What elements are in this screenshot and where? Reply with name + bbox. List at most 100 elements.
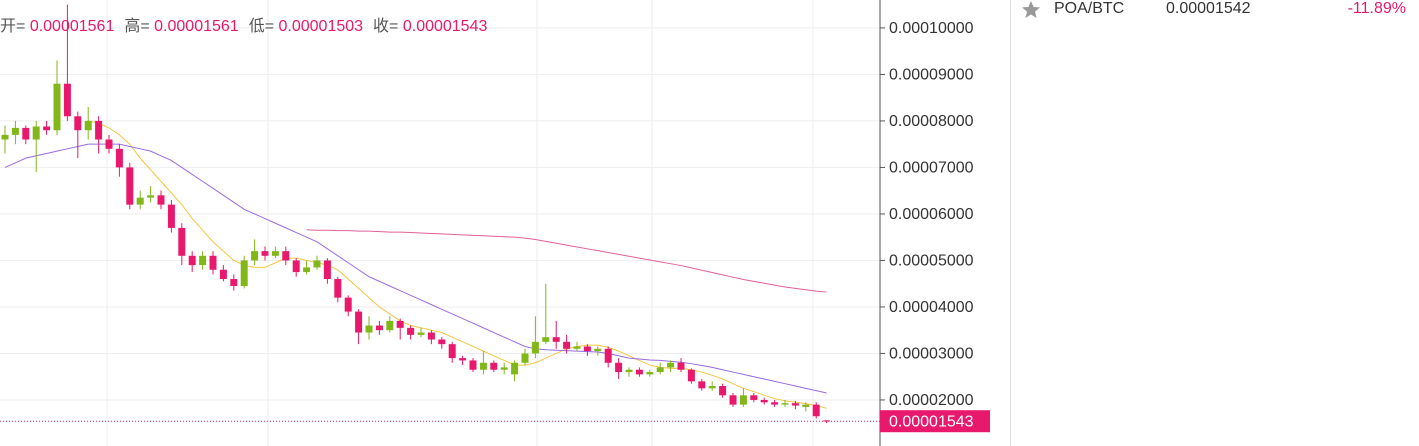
candle-body <box>635 369 643 375</box>
candle-body <box>667 362 675 368</box>
ohlc-value: 0.00001561 <box>154 18 239 35</box>
candles <box>1 4 831 424</box>
last-price: 0.00001543 <box>0 410 990 433</box>
candle-body <box>438 339 446 345</box>
ohlc-value: 0.00001503 <box>278 18 364 35</box>
star-icon <box>1022 1 1040 18</box>
candle-body <box>448 344 456 359</box>
watchlist: POA/BTC 0.00001542 -11.89% <box>1010 0 1419 446</box>
candle-body <box>230 279 238 287</box>
candle-body <box>750 395 758 400</box>
candle-body <box>157 195 165 205</box>
ohlc-value: 0.00001561 <box>29 18 115 35</box>
candle-body <box>365 325 373 333</box>
favorite-star[interactable] <box>1021 0 1041 20</box>
candle-body <box>490 362 498 370</box>
ohlc-label: 收= <box>373 18 399 35</box>
vertical-grid <box>106 0 814 446</box>
candle-body <box>479 362 487 370</box>
candle-body <box>167 204 175 228</box>
ma-line <box>4 143 827 394</box>
candle-body <box>178 227 186 256</box>
candle-body <box>386 320 394 331</box>
candle-body <box>43 126 51 131</box>
grid <box>0 27 880 401</box>
candle-body <box>323 260 331 280</box>
candle-body <box>344 297 352 312</box>
candle-body <box>604 348 612 363</box>
candle-body <box>521 353 529 363</box>
y-tick-label: 0.00007000 <box>889 160 974 177</box>
candle-body <box>708 386 716 389</box>
ma-lines <box>4 120 827 409</box>
candle-body <box>531 341 539 354</box>
candle-body <box>292 260 300 273</box>
candle-body <box>656 367 664 373</box>
candle-body <box>74 116 82 131</box>
candle-body <box>209 255 217 270</box>
candle-body <box>739 395 747 405</box>
ohlc-label: 开= <box>0 18 26 35</box>
candle-body <box>1 134 9 140</box>
ma-line <box>306 229 827 293</box>
candle-body <box>812 404 820 417</box>
y-tick-label: 0.00004000 <box>889 299 974 316</box>
watchlist-row[interactable]: POA/BTC 0.00001542 -11.89% <box>1011 0 1419 22</box>
candle-body <box>625 369 633 373</box>
candle-body <box>459 358 467 361</box>
last-price-box <box>880 410 990 433</box>
candle-body <box>552 337 560 342</box>
candle-body <box>240 260 248 287</box>
candle-body <box>251 251 259 261</box>
candle-body <box>417 332 425 335</box>
y-tick-label: 0.00009000 <box>889 67 974 84</box>
candle-body <box>687 369 695 382</box>
y-tick-label: 0.00005000 <box>889 253 974 270</box>
candle-body <box>677 362 685 370</box>
ohlc-value: 0.00001543 <box>402 18 488 35</box>
candle-body <box>407 327 415 335</box>
candle-body <box>396 320 404 328</box>
candle-body <box>147 195 155 198</box>
chart: 0.00002000 0.00003000 0.00004000 0.00005000… <box>0 0 990 446</box>
candle-body <box>427 332 435 340</box>
candle-body <box>136 197 144 205</box>
y-axis-labels: 0.00002000 0.00003000 0.00004000 0.00005000… <box>880 20 974 409</box>
candle-body <box>126 167 134 205</box>
y-tick-label: 0.00002000 <box>889 392 974 409</box>
change: -11.89% <box>1347 0 1406 17</box>
candle-body <box>84 120 92 131</box>
ohlc-label: 高= <box>124 18 150 35</box>
candle-body <box>303 267 311 273</box>
candle-body <box>781 403 789 405</box>
candle-body <box>355 311 363 333</box>
price: 0.00001542 <box>1166 0 1251 17</box>
candle-body <box>32 126 40 140</box>
y-tick-label: 0.00010000 <box>889 20 974 37</box>
candle-body <box>22 127 30 140</box>
candle-body <box>469 360 477 370</box>
candle-body <box>313 260 321 268</box>
candle-body <box>199 255 207 266</box>
candle-body <box>615 362 623 373</box>
candle-body <box>53 83 61 131</box>
candle-body <box>583 346 591 352</box>
candle-body <box>760 399 768 403</box>
candle-body <box>261 251 269 256</box>
candle-body <box>219 269 227 280</box>
candle-body <box>771 402 779 405</box>
ohlc-header: 开= 0.00001561 高= 0.00001561 低= 0.00001503 收… <box>0 12 497 36</box>
candle-body <box>95 120 103 140</box>
candle-body <box>791 403 799 406</box>
y-tick-label: 0.00008000 <box>889 113 974 130</box>
candle-body <box>802 404 810 407</box>
y-tick-label: 0.00006000 <box>889 206 974 223</box>
symbol: POA/BTC <box>1054 0 1125 17</box>
candle-body <box>594 348 602 352</box>
candle-body <box>573 346 581 349</box>
candle-body <box>105 139 113 149</box>
candle-body <box>500 367 508 370</box>
y-tick-label: 0.00003000 <box>889 346 974 363</box>
ma-line <box>88 120 827 409</box>
